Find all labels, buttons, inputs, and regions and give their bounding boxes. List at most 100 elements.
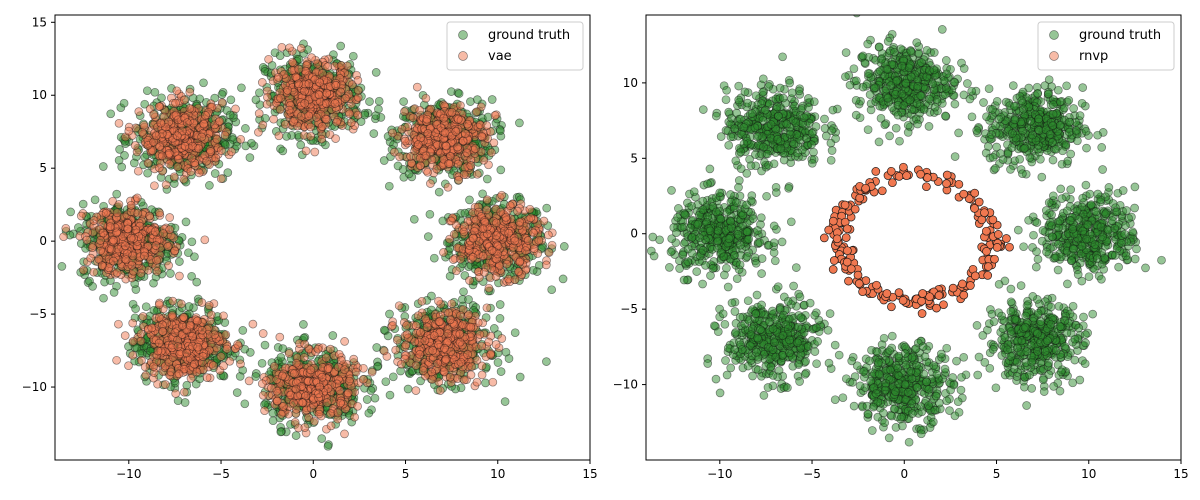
point-ground-truth	[374, 104, 383, 114]
point-ground-truth	[199, 78, 208, 88]
point-ground-truth	[409, 214, 419, 224]
point-vae	[462, 148, 472, 158]
point-vae	[440, 128, 450, 138]
point-ground-truth	[364, 408, 374, 418]
point-vae	[280, 120, 290, 129]
point-vae	[300, 86, 309, 96]
point-vae	[482, 121, 492, 130]
point-vae	[149, 110, 158, 119]
point-vae	[317, 122, 327, 131]
point-vae	[515, 257, 525, 267]
point-ground-truth	[291, 431, 301, 440]
point-vae	[490, 111, 500, 120]
point-vae	[443, 182, 453, 192]
point-vae	[465, 276, 474, 285]
point-ground-truth	[180, 398, 190, 407]
point-vae	[505, 201, 515, 210]
point-vae	[172, 86, 182, 96]
point-vae	[478, 224, 488, 234]
point-ground-truth	[496, 367, 506, 376]
point-ground-truth	[495, 300, 505, 309]
point-vae	[323, 62, 333, 72]
point-ground-truth	[493, 358, 503, 367]
point-ground-truth	[74, 223, 83, 232]
point-vae	[211, 153, 221, 163]
point-ground-truth	[504, 354, 514, 363]
point-vae	[413, 140, 423, 149]
point-vae	[456, 254, 465, 264]
point-ground-truth	[547, 285, 557, 295]
point-vae	[513, 206, 522, 216]
point-vae	[275, 105, 285, 114]
point-ground-truth	[268, 416, 278, 426]
point-vae	[487, 148, 496, 157]
point-ground-truth	[175, 257, 184, 266]
scatter-points	[57, 39, 569, 451]
point-ground-truth	[166, 269, 175, 278]
point-vae	[227, 147, 236, 157]
point-ground-truth	[78, 199, 88, 209]
point-vae	[164, 261, 173, 270]
point-ground-truth	[372, 343, 382, 352]
point-vae	[285, 43, 294, 53]
point-vae	[444, 159, 454, 168]
point-vae	[502, 259, 512, 269]
point-vae	[487, 246, 497, 255]
point-vae	[139, 120, 149, 130]
point-ground-truth	[445, 271, 455, 281]
point-ground-truth	[362, 395, 372, 404]
point-vae	[541, 260, 551, 270]
point-ground-truth	[328, 331, 338, 340]
point-ground-truth	[464, 295, 473, 304]
point-ground-truth	[260, 340, 270, 350]
point-vae	[173, 162, 183, 172]
point-ground-truth	[88, 282, 97, 291]
point-vae	[322, 88, 332, 98]
point-vae	[301, 146, 311, 156]
point-vae	[526, 213, 536, 223]
point-vae	[497, 190, 507, 200]
point-vae	[400, 136, 410, 146]
point-vae	[180, 141, 190, 151]
point-vae	[150, 181, 159, 191]
point-vae	[336, 61, 346, 70]
point-vae	[294, 64, 304, 74]
point-vae	[185, 87, 195, 97]
point-vae	[432, 164, 442, 174]
point-ground-truth	[510, 328, 520, 338]
point-ground-truth	[106, 109, 116, 119]
point-ground-truth	[241, 141, 251, 151]
point-ground-truth	[217, 90, 227, 99]
point-vae	[179, 174, 189, 184]
point-vae	[544, 248, 554, 257]
point-vae	[492, 231, 501, 240]
point-ground-truth	[276, 352, 286, 362]
point-vae	[423, 129, 433, 138]
point-ground-truth	[255, 88, 264, 98]
point-vae	[151, 131, 161, 141]
point-vae	[331, 81, 341, 90]
point-ground-truth	[473, 95, 482, 104]
point-vae	[175, 271, 184, 281]
point-vae	[479, 155, 489, 165]
point-vae	[165, 159, 174, 169]
point-ground-truth	[226, 95, 236, 105]
point-ground-truth	[184, 302, 194, 311]
point-ground-truth	[379, 325, 389, 335]
point-vae	[330, 99, 340, 108]
point-ground-truth	[542, 357, 551, 366]
point-vae	[466, 161, 476, 170]
point-vae	[353, 85, 363, 95]
point-vae	[472, 107, 481, 117]
point-vae	[453, 159, 463, 169]
point-vae	[274, 131, 284, 141]
point-ground-truth	[131, 304, 140, 314]
point-ground-truth	[150, 87, 160, 97]
point-ground-truth	[181, 217, 191, 227]
point-ground-truth	[482, 174, 492, 184]
point-ground-truth	[379, 156, 389, 165]
point-vae	[515, 217, 525, 227]
point-vae	[317, 134, 327, 144]
point-vae	[345, 109, 354, 119]
